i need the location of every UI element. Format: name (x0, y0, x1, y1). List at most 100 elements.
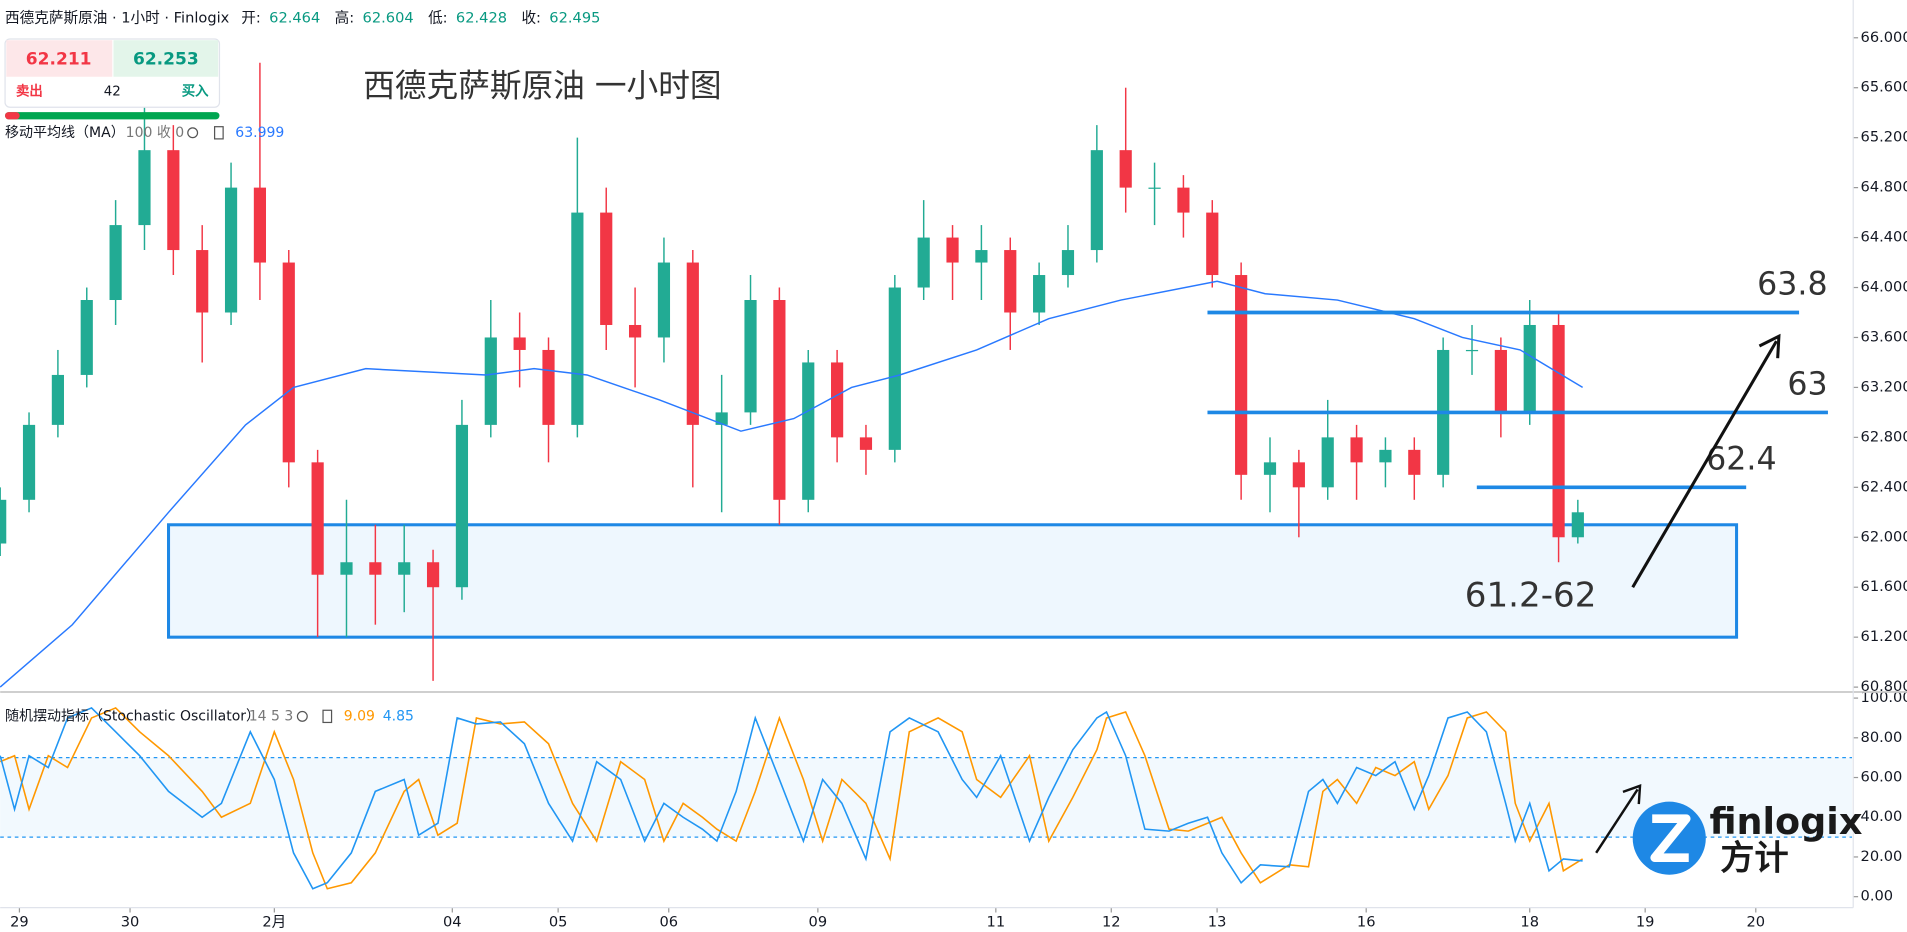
x-tick-label: 11 (987, 913, 1006, 930)
candle-body (657, 262, 671, 338)
ma-params: 100 收 0 (126, 125, 185, 141)
logo-z (1650, 814, 1691, 862)
x-tick-label: 20 (1747, 913, 1766, 930)
level-label: 63 (1787, 367, 1827, 403)
y-tick-label: 0.00 (1861, 888, 1894, 905)
candle-body (1571, 512, 1584, 538)
candle-body (455, 424, 469, 588)
arrow-line (1595, 788, 1639, 854)
candle-body (1061, 250, 1075, 276)
zone-label: 61.2-62 (1465, 575, 1597, 615)
annotation-arrows (1595, 333, 1781, 854)
low-value: 62.428 (456, 9, 507, 26)
candle-body (1177, 187, 1190, 213)
candle-body (744, 300, 757, 413)
open-label: 开: (241, 9, 261, 26)
y-tick-label: 63.200 (1861, 378, 1907, 395)
settings-icon[interactable] (296, 710, 308, 722)
candle-body (1235, 275, 1248, 475)
buy-button[interactable]: 买入 (182, 83, 209, 99)
sell-box[interactable] (6, 40, 113, 77)
y-tick-label: 100.00 (1861, 689, 1907, 706)
x-tick-label: 16 (1357, 913, 1376, 930)
candle-body (831, 362, 844, 438)
candle-body (1148, 187, 1161, 189)
x-tick-label: 12 (1102, 913, 1121, 930)
x-tick-label: 19 (1636, 913, 1655, 930)
y-tick-label: 66.000 (1861, 29, 1907, 46)
candle-body (513, 337, 526, 350)
sell-button[interactable]: 卖出 (16, 82, 43, 99)
candle-body (109, 225, 122, 301)
y-tick-label: 40.00 (1861, 808, 1903, 825)
buy-box[interactable] (113, 40, 219, 77)
candle-body (224, 187, 238, 313)
level-label: 63.8 (1757, 267, 1828, 303)
candle-body (859, 437, 873, 450)
logo-text: finlogix (1709, 800, 1862, 843)
arrow-head (1758, 333, 1781, 359)
stoch-line (0, 707, 1584, 890)
candle-body (311, 462, 324, 575)
candle-body (773, 300, 786, 500)
close-label: 收: (521, 9, 541, 26)
open-value: 62.464 (269, 9, 320, 26)
candle-body (398, 562, 411, 575)
x-tick-label: 29 (10, 913, 29, 930)
arrow-head (1622, 784, 1642, 805)
high-label: 高: (335, 9, 355, 26)
price-layer: 63.8 63 62.4 (0, 62, 1828, 688)
candle-body (369, 562, 382, 575)
y-tick-label: 64.000 (1861, 279, 1907, 296)
stoch-params: 14 5 3 (249, 708, 294, 724)
candle-body (1494, 349, 1507, 413)
high-value: 62.604 (363, 9, 414, 26)
x-tick-label: 09 (809, 913, 828, 930)
delete-icon[interactable] (322, 709, 333, 724)
candle-body (1408, 449, 1421, 475)
ma-value: 63.999 (235, 125, 284, 141)
buy-price[interactable]: 62.253 (133, 50, 199, 70)
ma-line (0, 280, 1584, 688)
candle-body (1033, 275, 1046, 313)
y-tick-label: 64.400 (1861, 229, 1907, 246)
candle-body (484, 337, 497, 425)
y-tick-label: 80.00 (1861, 729, 1903, 746)
settings-icon[interactable] (187, 127, 199, 139)
candle-body (600, 212, 613, 325)
candle-body (1263, 462, 1277, 475)
y-tick-label: 64.800 (1861, 179, 1907, 196)
delete-icon[interactable] (213, 126, 224, 140)
y-tick-label: 60.00 (1861, 769, 1903, 786)
y-tick-label: 62.400 (1861, 478, 1907, 495)
x-tick-label: 13 (1208, 913, 1227, 930)
ma-legend: 移动平均线（MA） (5, 125, 125, 141)
sell-price[interactable]: 62.211 (26, 50, 92, 70)
candle-body (167, 150, 180, 251)
stoch-layer (0, 707, 1852, 890)
candle-body (715, 412, 728, 425)
candle-body (946, 237, 959, 263)
candle-body (1292, 462, 1305, 488)
candle-body (1119, 150, 1132, 188)
symbol: 西德克萨斯原油 · 1小时 · Finlogix (5, 8, 230, 26)
x-tick-label: 05 (549, 913, 568, 930)
stoch-band (0, 757, 1852, 838)
candle-body (1090, 150, 1103, 251)
candle-body (542, 349, 555, 425)
candle-body (686, 262, 699, 425)
y-tick-label: 62.000 (1861, 528, 1907, 545)
spread: 42 (104, 84, 121, 99)
stoch-line (0, 707, 1583, 890)
candle-body (1004, 250, 1017, 313)
y-tick-label: 62.800 (1861, 428, 1907, 445)
level-label: 62.4 (1706, 442, 1777, 478)
close-value: 62.495 (549, 9, 600, 26)
y-tick-label: 61.200 (1861, 628, 1907, 645)
candle-body (253, 187, 267, 263)
candle-body (1552, 324, 1565, 538)
candle-body (426, 562, 440, 588)
candle-body (975, 250, 988, 263)
y-tick-label: 63.600 (1861, 328, 1907, 345)
